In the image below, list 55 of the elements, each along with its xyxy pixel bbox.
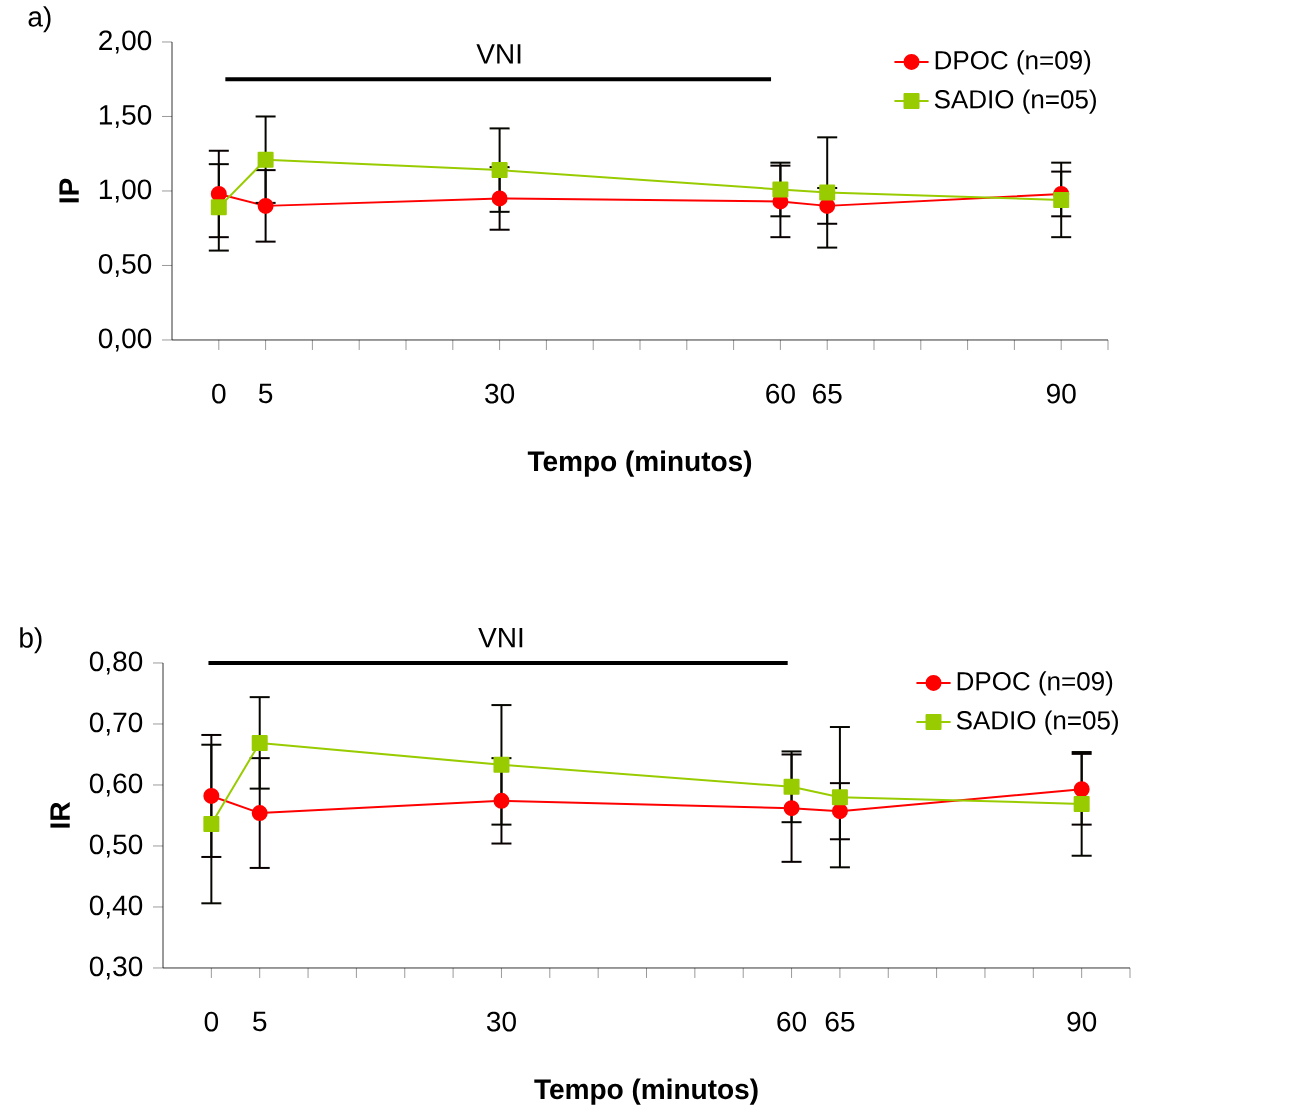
- point: [772, 181, 789, 198]
- x-tick-label: 60: [777, 1011, 807, 1032]
- x-tick-label: 5: [258, 383, 273, 404]
- point: [1073, 781, 1090, 798]
- x-tick-label: 0: [204, 1011, 219, 1032]
- y-tick-label: 0,80: [89, 651, 143, 675]
- y-tick-label: 0,50: [98, 253, 152, 278]
- point: [493, 792, 510, 809]
- point: [210, 199, 227, 216]
- chart-title: b): [20, 627, 42, 654]
- y-tick-label: 0,40: [89, 895, 143, 919]
- x-tick-label: 90: [1046, 383, 1076, 404]
- x-tick-label: 30: [485, 383, 515, 404]
- point: [251, 734, 268, 751]
- point: [491, 190, 508, 207]
- y-tick-label: 0,70: [89, 712, 143, 736]
- y-tick-label: 1,50: [99, 104, 152, 129]
- y-tick-label: 0,50: [89, 834, 143, 858]
- x-axis-title: Tempo (minutos): [527, 450, 752, 477]
- annotation: VNI: [478, 628, 523, 648]
- y-axis-title: IP: [59, 178, 79, 203]
- point: [203, 816, 220, 833]
- legend-label: SADIO (n=05): [934, 89, 1096, 114]
- point: [257, 197, 274, 214]
- point: [493, 756, 510, 773]
- y-tick-label: 0,00: [98, 328, 152, 352]
- point: [1073, 795, 1090, 812]
- x-tick-label: 0: [212, 383, 226, 404]
- x-tick-label: 90: [1067, 1011, 1097, 1032]
- point: [257, 151, 274, 168]
- legend-label: DPOC (n=09): [957, 671, 1113, 696]
- y-tick-label: 1,00: [99, 179, 152, 203]
- chart-title: a): [28, 6, 51, 33]
- point: [819, 184, 836, 201]
- x-tick-label: 65: [813, 383, 842, 404]
- point: [203, 787, 220, 804]
- x-tick-label: 5: [253, 1011, 267, 1032]
- x-tick-label: 65: [825, 1011, 855, 1032]
- x-tick-label: 60: [766, 383, 795, 404]
- point: [491, 162, 508, 179]
- point: [783, 778, 800, 795]
- point: [783, 800, 800, 817]
- y-tick-label: 0,30: [89, 956, 143, 980]
- legend-label: DPOC (n=09): [935, 50, 1091, 75]
- point: [831, 803, 848, 820]
- y-axis-title: IR: [50, 802, 70, 828]
- x-axis-title: Tempo (minutos): [534, 1078, 758, 1105]
- legend-label: SADIO (n=05): [956, 710, 1118, 735]
- y-tick-label: 2,00: [99, 30, 152, 54]
- point: [831, 789, 848, 806]
- y-tick-label: 0,60: [89, 773, 143, 797]
- point: [251, 805, 268, 822]
- x-tick-label: 30: [486, 1011, 516, 1032]
- annotation: VNI: [476, 44, 521, 64]
- point: [1053, 191, 1070, 208]
